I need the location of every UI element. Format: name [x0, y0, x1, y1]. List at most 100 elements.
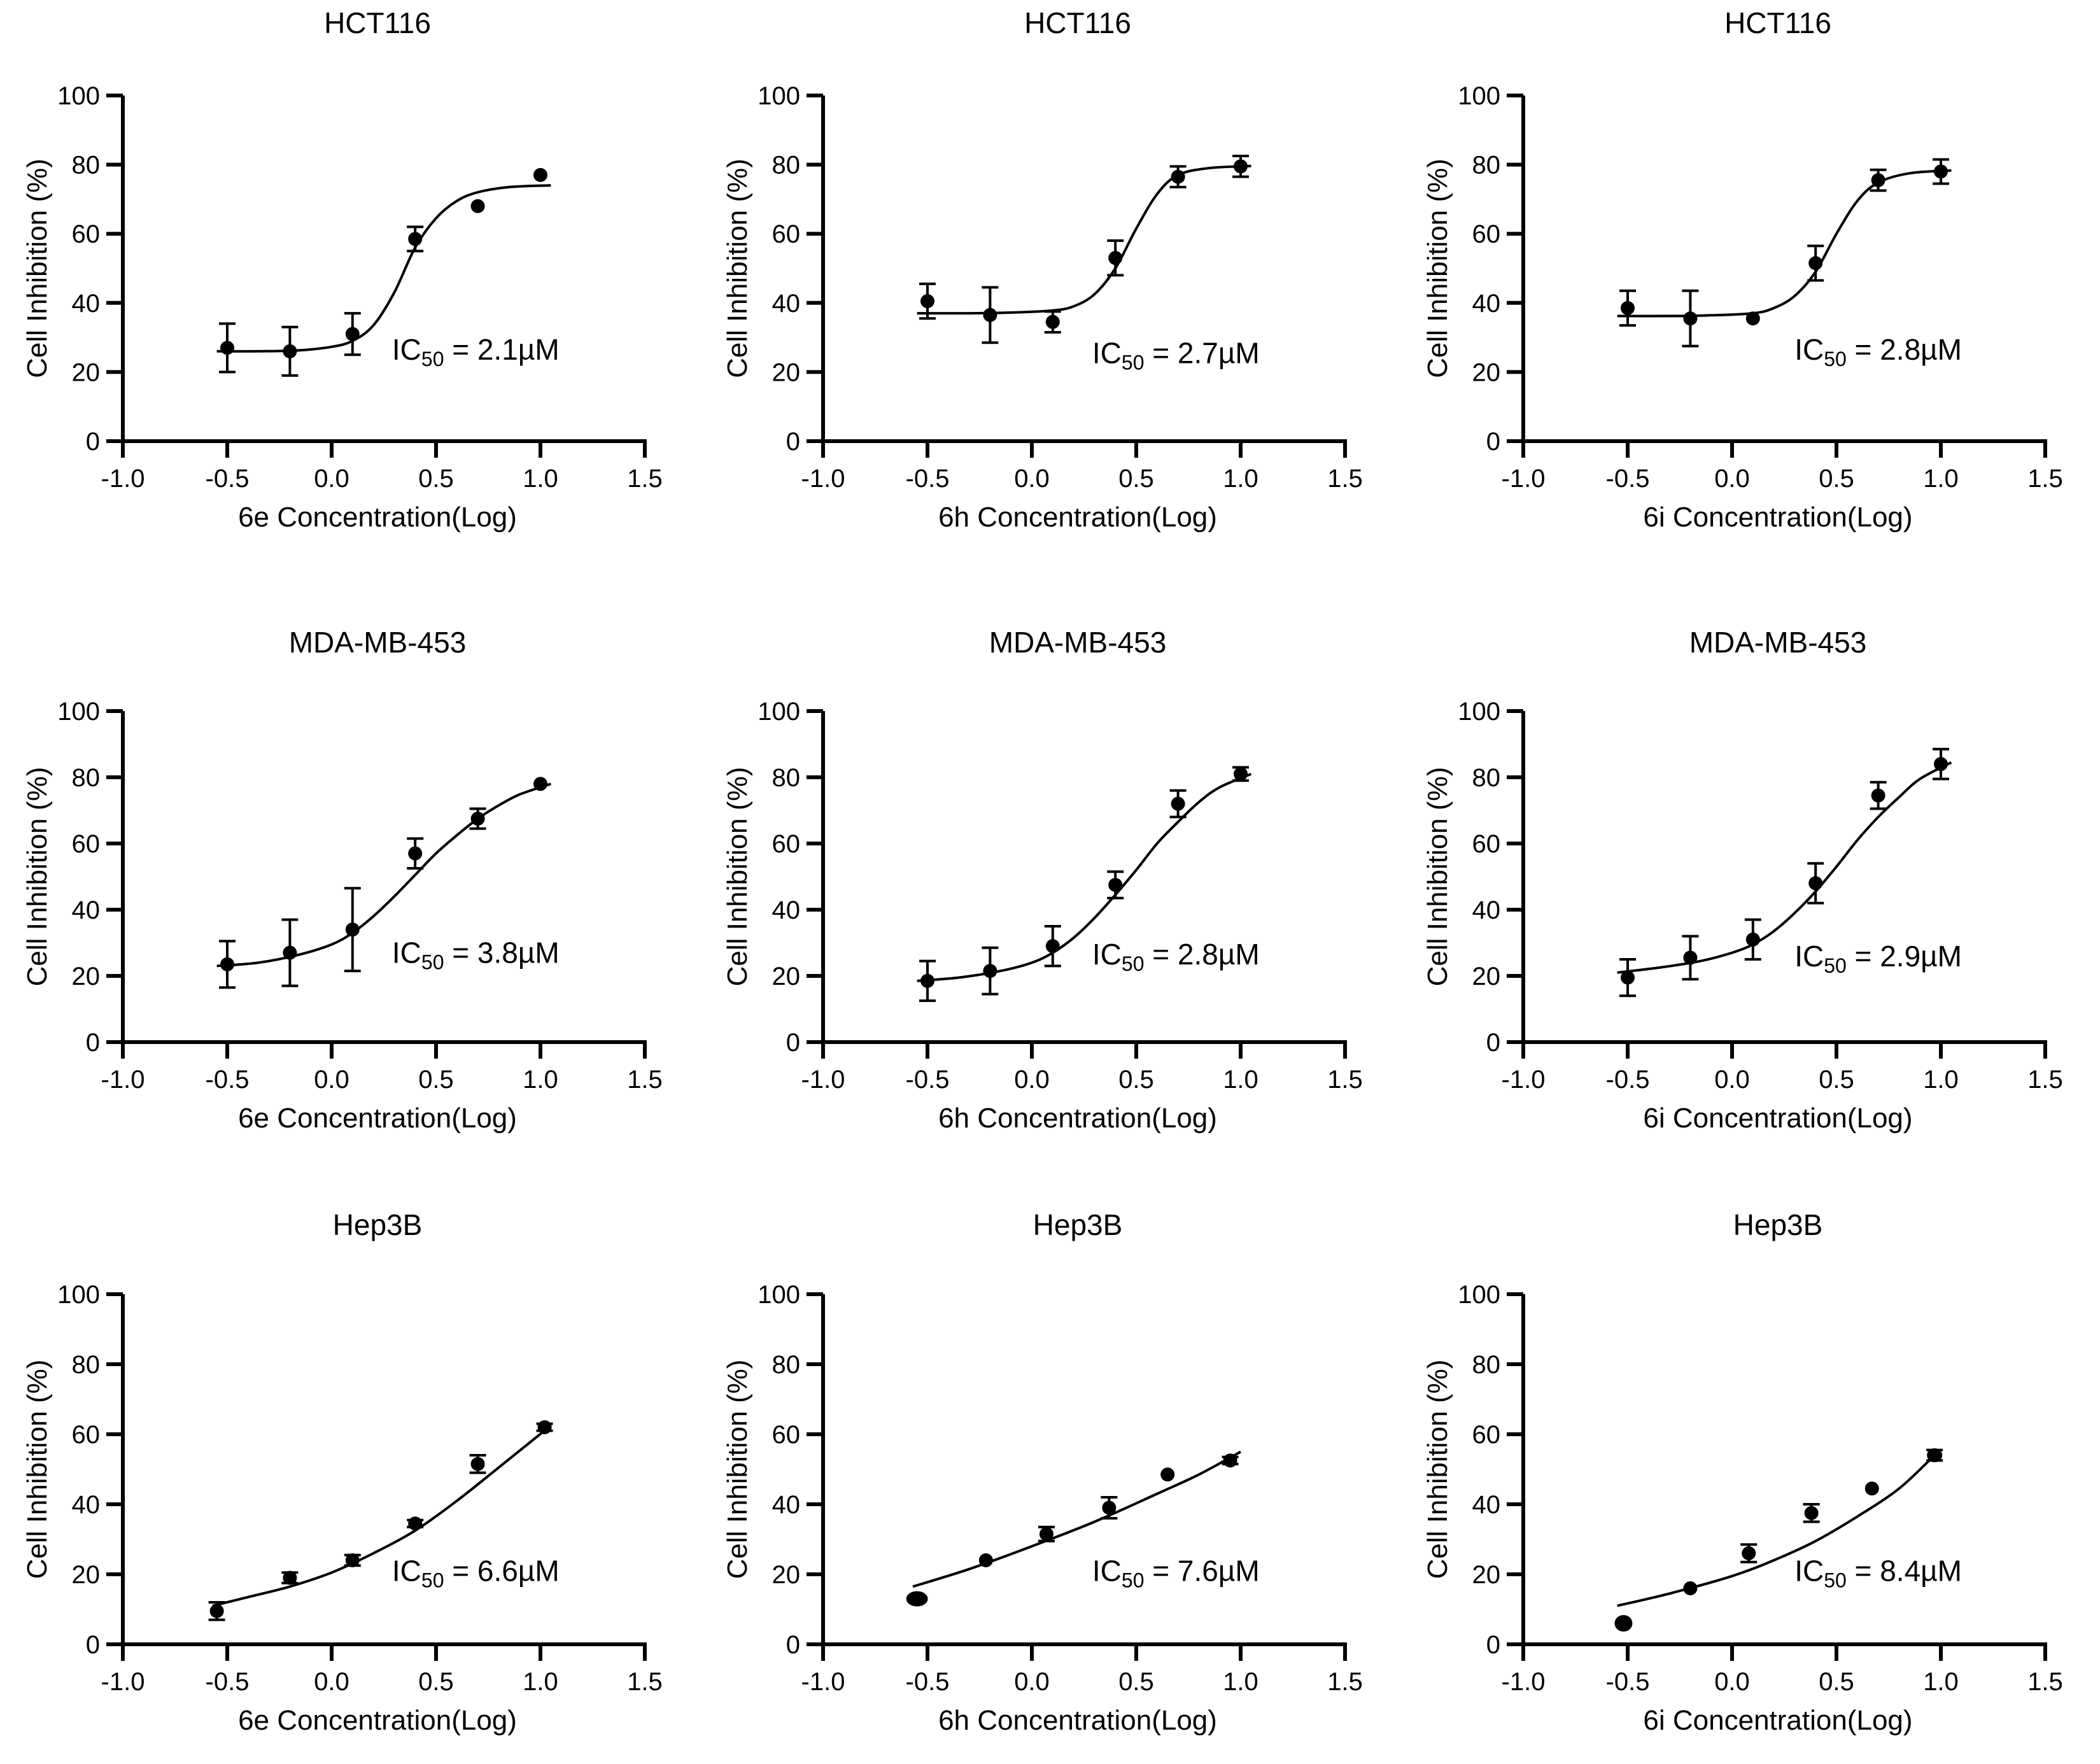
- y-tick-label: 0: [86, 1029, 100, 1057]
- data-point: [1745, 932, 1760, 947]
- data-point: [1745, 311, 1760, 326]
- y-tick-label: 60: [772, 1421, 801, 1449]
- y-axis-label: Cell Inhibition (%): [722, 159, 753, 378]
- data-point: [1934, 164, 1948, 179]
- x-axis-label: 6e Concentration(Log): [238, 1103, 517, 1134]
- y-tick-label: 80: [72, 1351, 101, 1379]
- x-tick-label: -0.5: [1606, 1668, 1650, 1696]
- x-tick-label: -1.0: [101, 1066, 145, 1094]
- chart-title: Hep3B: [1033, 1208, 1123, 1241]
- y-tick-label: 100: [1458, 82, 1500, 110]
- x-tick-label: 1.5: [627, 1668, 663, 1696]
- y-tick-label: 80: [1472, 764, 1501, 792]
- y-axis-label: Cell Inhibition (%): [1422, 1360, 1453, 1579]
- data-point: [283, 945, 297, 960]
- x-tick-label: 1.0: [523, 465, 558, 493]
- x-tick-label: -1.0: [1502, 465, 1546, 493]
- chart-title: HCT116: [324, 6, 431, 39]
- ic50-annotation: IC50 = 2.8µM: [1794, 333, 1962, 370]
- x-tick-label: 0.0: [314, 1668, 349, 1696]
- y-tick-label: 20: [1472, 358, 1501, 386]
- data-point: [220, 957, 234, 971]
- ic50-annotation: IC50 = 2.7µM: [1092, 337, 1260, 374]
- x-tick-label: 1.0: [523, 1668, 558, 1696]
- data-point: [533, 777, 547, 791]
- chart-title: HCT116: [1024, 6, 1131, 39]
- y-tick-label: 80: [772, 1351, 801, 1379]
- x-tick-label: -0.5: [206, 1668, 250, 1696]
- x-axis-label: 6h Concentration(Log): [938, 1103, 1217, 1134]
- data-point: [1160, 1467, 1175, 1482]
- data-point: [1108, 878, 1123, 892]
- x-tick-label: 1.5: [2027, 1668, 2063, 1696]
- x-tick-label: 1.0: [1923, 1668, 1959, 1696]
- data-point: [1234, 766, 1248, 781]
- x-tick-label: 1.5: [1327, 1668, 1363, 1696]
- data-point: [220, 341, 234, 355]
- x-tick-label: -1.0: [1502, 1668, 1546, 1696]
- fit-curve: [216, 184, 551, 353]
- x-tick-label: 1.0: [1223, 465, 1258, 493]
- x-tick-label: 0.5: [1118, 465, 1154, 493]
- data-point: [1039, 1527, 1054, 1541]
- data-point: [1621, 970, 1635, 985]
- data-point: [1864, 1481, 1879, 1496]
- y-tick-label: 40: [772, 1491, 801, 1519]
- y-axis-label: Cell Inhibition (%): [1422, 159, 1453, 378]
- x-tick-label: 0.0: [1714, 1668, 1750, 1696]
- x-tick-label: 0.5: [418, 1066, 454, 1094]
- data-point: [1234, 159, 1248, 174]
- y-axis-label: Cell Inhibition (%): [1422, 767, 1453, 987]
- y-tick-label: 100: [758, 1281, 800, 1309]
- data-point: [1804, 1506, 1819, 1520]
- data-point: [1045, 314, 1060, 329]
- x-tick-label: -1.0: [1502, 1066, 1546, 1094]
- y-axis-label: Cell Inhibition (%): [22, 767, 53, 987]
- y-tick-label: 0: [1486, 1029, 1500, 1057]
- x-tick-label: -0.5: [906, 1668, 950, 1696]
- data-point: [1683, 1581, 1698, 1595]
- y-tick-label: 40: [72, 896, 101, 924]
- y-tick-label: 60: [72, 830, 101, 858]
- y-tick-label: 60: [1472, 830, 1501, 858]
- y-tick-label: 80: [72, 152, 101, 180]
- data-point: [470, 812, 485, 826]
- y-tick-label: 40: [1472, 290, 1501, 318]
- data-point: [1934, 757, 1948, 772]
- y-tick-label: 40: [1472, 1491, 1501, 1519]
- y-tick-label: 40: [72, 1491, 101, 1519]
- y-axis-label: Cell Inhibition (%): [722, 767, 753, 987]
- x-axis-label: 6h Concentration(Log): [938, 1705, 1217, 1736]
- data-point: [283, 344, 297, 358]
- data-point: [345, 1553, 360, 1567]
- data-point: [537, 1420, 552, 1434]
- chart-hep3b-6h: Hep3B 0 20 40 60 80 100 -1.0 -0.5 0.0 0.5 1.0 1.5 Cel…: [722, 1208, 1363, 1736]
- x-axis-label: 6i Concentration(Log): [1643, 1705, 1912, 1736]
- fit-curve: [212, 1424, 552, 1607]
- x-axis-label: 6i Concentration(Log): [1643, 1103, 1912, 1134]
- x-axis-label: 6i Concentration(Log): [1643, 502, 1912, 533]
- chart-hct116-6h: HCT116 0 20 40 60 80 100 -1.0 -0.5 0.0 0.5 1.0 1.5 Ce…: [722, 6, 1363, 533]
- chart-title: MDA-MB-453: [989, 626, 1167, 659]
- x-tick-label: -1.0: [101, 465, 145, 493]
- data-point: [1223, 1453, 1237, 1468]
- x-tick-label: -0.5: [906, 1066, 950, 1094]
- ic50-annotation: IC50 = 2.9µM: [1794, 940, 1962, 977]
- x-tick-label: 1.0: [1223, 1668, 1258, 1696]
- x-tick-label: -1.0: [801, 1668, 845, 1696]
- x-tick-label: 0.5: [1118, 1066, 1154, 1094]
- fit-curve: [912, 1450, 1241, 1588]
- x-tick-label: 1.5: [2027, 465, 2063, 493]
- data-point: [1742, 1546, 1756, 1560]
- data-point: [408, 846, 423, 861]
- data-point: [1683, 311, 1698, 326]
- y-tick-label: 60: [1472, 220, 1501, 248]
- data-point: [1171, 796, 1185, 811]
- x-tick-label: 1.5: [2027, 1066, 2063, 1094]
- x-tick-label: 0.5: [418, 1668, 454, 1696]
- data-point: [1614, 1615, 1633, 1632]
- y-tick-label: 40: [772, 896, 801, 924]
- x-tick-label: 0.0: [314, 1066, 349, 1094]
